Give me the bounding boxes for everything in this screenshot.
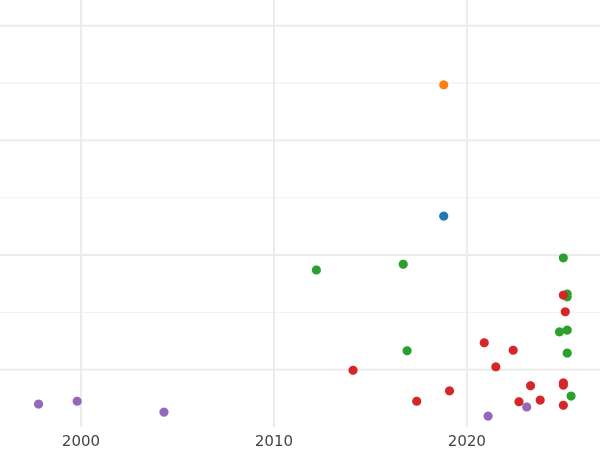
data-point bbox=[558, 400, 568, 410]
data-point bbox=[514, 397, 524, 407]
data-point bbox=[398, 259, 408, 269]
data-point bbox=[566, 391, 576, 401]
data-point bbox=[348, 365, 358, 375]
data-point bbox=[412, 396, 422, 406]
data-point bbox=[479, 338, 489, 348]
data-point bbox=[402, 346, 412, 356]
data-point bbox=[558, 380, 568, 390]
data-points bbox=[33, 80, 576, 421]
data-point bbox=[554, 327, 565, 337]
data-point bbox=[562, 325, 572, 335]
data-point bbox=[558, 290, 568, 300]
x-tick-label: 2000 bbox=[62, 432, 100, 450]
data-point bbox=[311, 265, 321, 275]
x-axis-ticks: 2000 2010 2020 bbox=[62, 432, 486, 450]
data-point bbox=[560, 307, 570, 317]
data-point bbox=[483, 411, 493, 421]
data-point bbox=[558, 253, 568, 263]
data-point bbox=[439, 80, 449, 90]
data-point bbox=[159, 407, 169, 417]
grid bbox=[0, 0, 600, 427]
data-point bbox=[535, 395, 545, 405]
data-point bbox=[491, 362, 501, 372]
data-point bbox=[522, 402, 532, 412]
data-point bbox=[439, 211, 449, 221]
data-point bbox=[72, 396, 82, 406]
data-point bbox=[525, 381, 536, 391]
data-point bbox=[444, 386, 455, 396]
x-tick-label: 2020 bbox=[448, 432, 486, 450]
data-point bbox=[33, 399, 44, 409]
data-point bbox=[562, 348, 572, 358]
data-point bbox=[508, 345, 518, 355]
x-tick-label: 2010 bbox=[255, 432, 293, 450]
